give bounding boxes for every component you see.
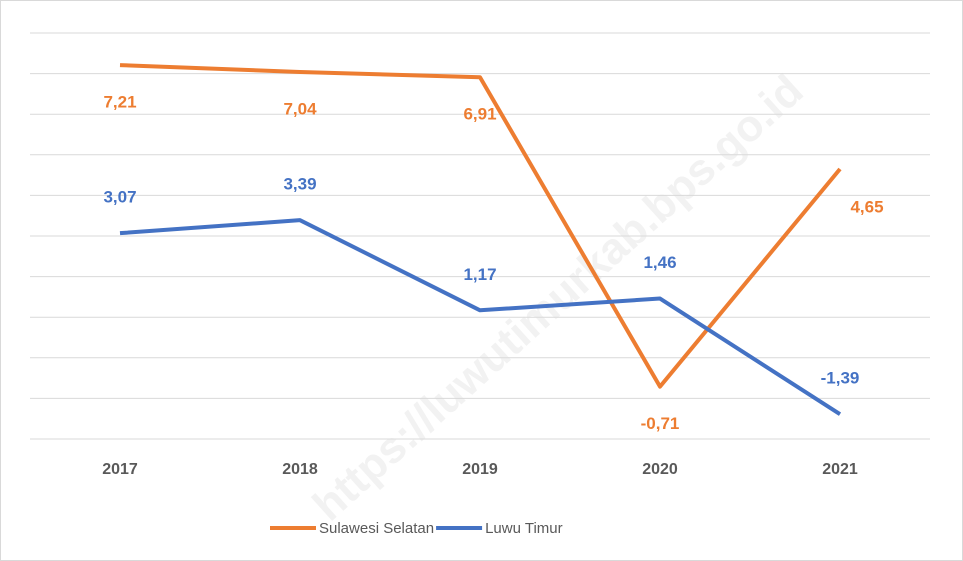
data-label: -0,71 <box>641 414 680 433</box>
data-label: 1,17 <box>463 265 496 284</box>
series-line <box>119 63 842 389</box>
x-tick-label: 2019 <box>462 461 498 478</box>
data-label: 3,07 <box>103 188 136 207</box>
data-label: 7,04 <box>283 99 317 118</box>
data-label: 6,91 <box>463 105 496 124</box>
x-tick-label: 2017 <box>102 461 138 478</box>
x-tick-label: 2018 <box>282 461 318 478</box>
legend-label: Sulawesi Selatan <box>319 520 434 537</box>
data-label: 3,39 <box>283 175 316 194</box>
x-tick-label: 2020 <box>642 461 678 478</box>
data-label: 1,46 <box>643 253 676 272</box>
data-label: 4,65 <box>850 197 883 216</box>
x-tick-label: 2021 <box>822 461 858 478</box>
legend-label: Luwu Timur <box>485 520 563 537</box>
data-label: 7,21 <box>103 93 136 112</box>
series-line <box>119 218 842 416</box>
data-label: -1,39 <box>821 369 860 388</box>
